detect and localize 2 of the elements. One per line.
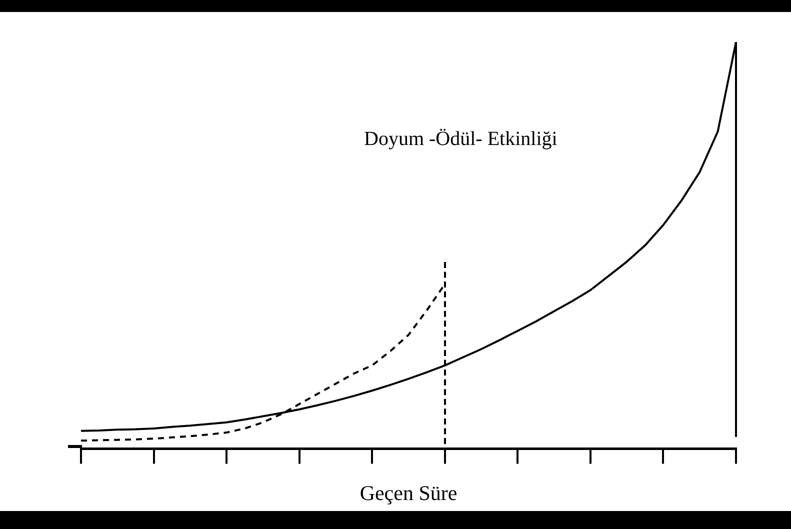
x-axis-title: Geçen Süre: [360, 480, 458, 505]
annotation: Doyum -Ödül- Etkinliği: [364, 128, 558, 151]
